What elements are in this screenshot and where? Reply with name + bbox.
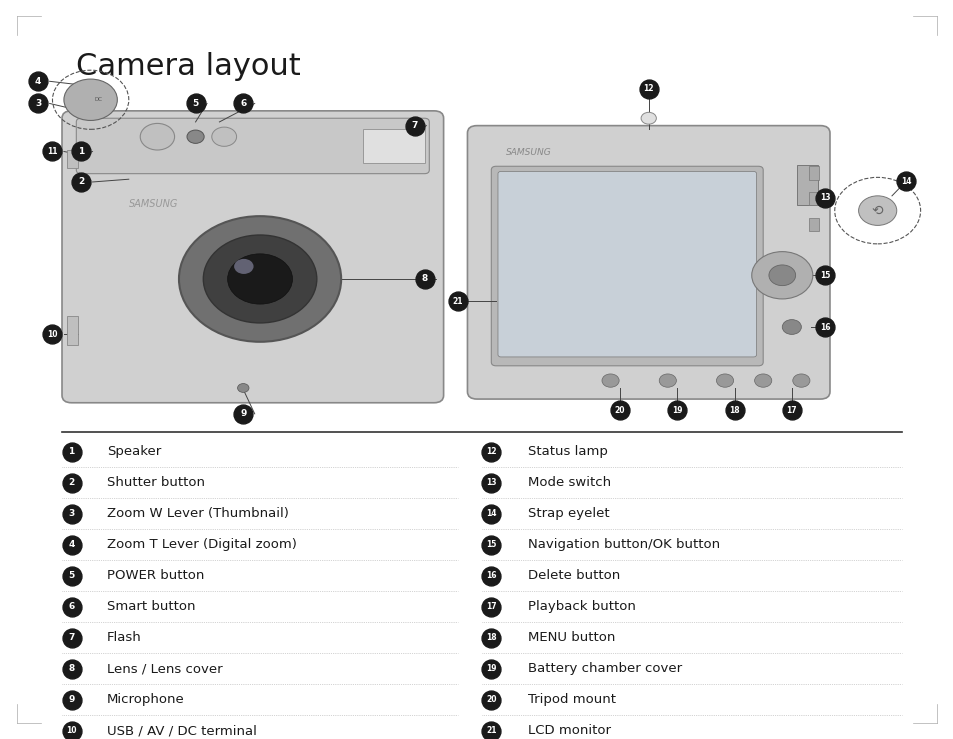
Circle shape bbox=[781, 319, 801, 334]
Text: Lens / Lens cover: Lens / Lens cover bbox=[107, 662, 222, 675]
Circle shape bbox=[212, 127, 236, 146]
FancyBboxPatch shape bbox=[497, 171, 756, 357]
Circle shape bbox=[659, 374, 676, 387]
Text: 21: 21 bbox=[485, 726, 497, 735]
Text: 15: 15 bbox=[486, 540, 496, 549]
FancyBboxPatch shape bbox=[62, 111, 443, 403]
Text: 20: 20 bbox=[614, 406, 625, 415]
Text: 7: 7 bbox=[412, 121, 417, 130]
Text: Delete button: Delete button bbox=[527, 569, 619, 582]
Text: Shutter button: Shutter button bbox=[107, 476, 205, 489]
Text: Playback button: Playback button bbox=[527, 600, 635, 613]
Text: 12: 12 bbox=[485, 447, 497, 456]
Text: MENU button: MENU button bbox=[527, 631, 615, 644]
Text: 1: 1 bbox=[78, 147, 84, 156]
Text: 3: 3 bbox=[35, 99, 41, 108]
Text: 8: 8 bbox=[69, 664, 74, 673]
Text: Strap eyelet: Strap eyelet bbox=[527, 507, 609, 520]
Text: Battery chamber cover: Battery chamber cover bbox=[527, 662, 681, 675]
Text: 17: 17 bbox=[785, 406, 797, 415]
Text: DC: DC bbox=[94, 98, 102, 102]
Circle shape bbox=[754, 374, 771, 387]
Text: Mode switch: Mode switch bbox=[527, 476, 610, 489]
Text: 18: 18 bbox=[728, 406, 740, 415]
Circle shape bbox=[601, 374, 618, 387]
Bar bbox=[796, 165, 817, 205]
Text: 3: 3 bbox=[69, 509, 74, 518]
Circle shape bbox=[228, 253, 293, 304]
Text: SAMSUNG: SAMSUNG bbox=[129, 199, 178, 209]
Text: USB / AV / DC terminal: USB / AV / DC terminal bbox=[107, 724, 256, 738]
Text: 7: 7 bbox=[69, 633, 74, 642]
Text: Status lamp: Status lamp bbox=[527, 445, 607, 458]
Text: 16: 16 bbox=[819, 322, 830, 332]
Bar bbox=[808, 192, 818, 205]
Text: 19: 19 bbox=[671, 406, 682, 415]
Text: Flash: Flash bbox=[107, 631, 141, 644]
Text: Zoom W Lever (Thumbnail): Zoom W Lever (Thumbnail) bbox=[107, 507, 289, 520]
Text: Zoom T Lever (Digital zoom): Zoom T Lever (Digital zoom) bbox=[107, 538, 296, 551]
Text: 17: 17 bbox=[485, 602, 497, 611]
Circle shape bbox=[64, 79, 117, 120]
Text: 14: 14 bbox=[485, 509, 497, 518]
Text: Speaker: Speaker bbox=[107, 445, 161, 458]
Circle shape bbox=[237, 384, 249, 392]
Text: Tripod mount: Tripod mount bbox=[527, 693, 615, 706]
Text: 2: 2 bbox=[69, 478, 74, 487]
Text: 10: 10 bbox=[47, 330, 58, 339]
Text: SAMSUNG: SAMSUNG bbox=[505, 149, 551, 157]
Bar bbox=[362, 129, 424, 163]
Text: Navigation button/OK button: Navigation button/OK button bbox=[527, 538, 719, 551]
Text: Microphone: Microphone bbox=[107, 693, 184, 706]
Text: 12: 12 bbox=[642, 84, 654, 93]
Text: 4: 4 bbox=[69, 540, 74, 549]
Bar bbox=[67, 316, 78, 346]
Bar bbox=[808, 218, 818, 231]
FancyBboxPatch shape bbox=[491, 166, 762, 366]
Circle shape bbox=[187, 130, 204, 143]
Circle shape bbox=[751, 251, 812, 299]
Text: ⟲: ⟲ bbox=[871, 204, 882, 217]
Text: 5: 5 bbox=[193, 99, 198, 108]
Circle shape bbox=[792, 374, 809, 387]
Text: 15: 15 bbox=[820, 270, 829, 280]
Text: 1: 1 bbox=[69, 447, 74, 456]
Text: 9: 9 bbox=[69, 695, 74, 704]
Text: 11: 11 bbox=[47, 147, 58, 156]
Bar bbox=[67, 149, 78, 168]
Text: 13: 13 bbox=[485, 478, 497, 487]
Text: POWER button: POWER button bbox=[107, 569, 204, 582]
Circle shape bbox=[233, 259, 253, 274]
Text: 6: 6 bbox=[69, 602, 74, 611]
Text: 5: 5 bbox=[69, 571, 74, 580]
Text: 8: 8 bbox=[421, 274, 427, 284]
Text: 10: 10 bbox=[66, 726, 77, 735]
Text: 9: 9 bbox=[240, 409, 246, 418]
Text: 21: 21 bbox=[452, 296, 463, 306]
Text: LCD monitor: LCD monitor bbox=[527, 724, 610, 738]
Text: 2: 2 bbox=[78, 177, 84, 186]
FancyBboxPatch shape bbox=[76, 118, 429, 174]
Text: 14: 14 bbox=[900, 177, 911, 185]
Circle shape bbox=[640, 112, 656, 124]
Bar bbox=[808, 166, 818, 180]
Text: 13: 13 bbox=[819, 193, 830, 202]
Text: 16: 16 bbox=[485, 571, 497, 580]
Text: Camera layout: Camera layout bbox=[76, 52, 301, 81]
Circle shape bbox=[140, 123, 174, 150]
Text: 20: 20 bbox=[485, 695, 497, 704]
Text: Smart button: Smart button bbox=[107, 600, 195, 613]
FancyBboxPatch shape bbox=[467, 126, 829, 399]
Text: 19: 19 bbox=[485, 664, 497, 673]
Circle shape bbox=[768, 265, 795, 286]
Text: 6: 6 bbox=[240, 99, 246, 108]
Text: 18: 18 bbox=[485, 633, 497, 642]
Circle shape bbox=[858, 196, 896, 225]
Circle shape bbox=[203, 235, 316, 323]
Circle shape bbox=[716, 374, 733, 387]
Text: 4: 4 bbox=[35, 77, 41, 86]
Circle shape bbox=[179, 216, 341, 341]
